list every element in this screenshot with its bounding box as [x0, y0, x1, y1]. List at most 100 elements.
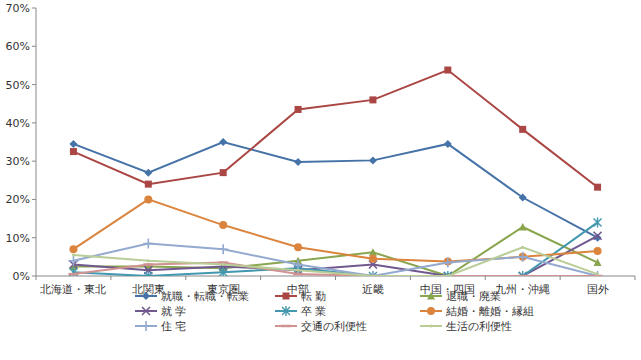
point [444, 67, 451, 74]
point [69, 245, 77, 253]
point [519, 272, 527, 276]
point [70, 148, 77, 155]
point [519, 194, 527, 202]
legend-label: 転 勤 [301, 290, 327, 303]
y-tick-label: 30% [6, 155, 30, 168]
point [371, 275, 374, 277]
point [369, 248, 377, 256]
point [518, 275, 528, 276]
legend-marker [427, 307, 435, 315]
series-line [73, 142, 597, 238]
point [145, 181, 152, 188]
x-tick-label: 国外 [587, 283, 609, 296]
x-tick-label: 北関東 [132, 283, 165, 296]
x-tick [185, 276, 186, 280]
legend-marker [142, 307, 150, 315]
y-tick-label: 60% [6, 40, 30, 53]
plot-area [68, 67, 602, 276]
point [369, 255, 377, 263]
point [220, 169, 227, 176]
point [594, 184, 601, 191]
point [594, 232, 602, 240]
point [294, 158, 302, 166]
y-tick [32, 161, 36, 162]
point [69, 140, 77, 148]
y-tick-label: 50% [6, 79, 30, 92]
y-tick-label: 70% [6, 2, 30, 15]
point [519, 253, 527, 261]
point [596, 273, 599, 276]
x-tick-label: 北海道・東北 [40, 283, 106, 296]
x-tick [485, 276, 486, 280]
y-tick-label: 40% [6, 117, 30, 130]
legend-label: 退職・廃業 [446, 290, 501, 303]
point [443, 258, 453, 268]
legend-label: 卒 業 [301, 305, 327, 318]
y-tick [32, 84, 36, 85]
point [295, 106, 302, 113]
point [293, 273, 303, 276]
point [446, 275, 449, 277]
point [594, 259, 602, 267]
point [219, 221, 227, 229]
x-tick [36, 276, 37, 280]
point [518, 252, 528, 262]
legend-marker [141, 321, 151, 331]
legend-line [420, 325, 442, 327]
series-line [73, 222, 597, 276]
y-tick [32, 199, 36, 200]
legend-label: 就 学 [161, 305, 187, 318]
x-tick [635, 276, 636, 280]
y-tick [32, 46, 36, 47]
legend-marker [283, 293, 290, 300]
series-line [73, 236, 597, 276]
y-tick [32, 122, 36, 123]
point [369, 156, 377, 164]
point [444, 140, 452, 148]
y-axis [36, 8, 37, 276]
legend-marker [281, 325, 291, 328]
x-tick-label: 近畿 [362, 283, 384, 296]
point [218, 244, 228, 254]
x-tick [560, 276, 561, 280]
point [144, 271, 152, 276]
point [144, 262, 152, 270]
point [594, 217, 602, 227]
point [143, 263, 153, 266]
point [144, 169, 152, 177]
legend-marker [430, 325, 433, 328]
point [147, 259, 150, 262]
legend-label: 住 宅 [161, 320, 187, 333]
point [219, 267, 227, 276]
legend-label: 結婚・離婚・縁組 [445, 305, 534, 318]
x-tick [110, 276, 111, 280]
point [69, 267, 77, 276]
point [143, 238, 153, 248]
y-tick [32, 8, 36, 9]
x-tick [410, 276, 411, 280]
y-tick [32, 237, 36, 238]
point [594, 247, 602, 255]
series-line [73, 70, 597, 187]
y-tick-label: 0% [13, 270, 30, 283]
point [144, 195, 152, 203]
x-tick [335, 276, 336, 280]
chart: 0%10%20%30%40%50%60%70%北海道・東北北関東東京圏中部近畿中… [0, 0, 641, 360]
point [369, 96, 376, 103]
legend-label: 就職・転職・転業 [161, 290, 249, 303]
legend-label: 生活の利便性 [446, 320, 512, 333]
point [72, 253, 75, 256]
y-tick-label: 10% [6, 232, 30, 245]
legend-line [275, 325, 297, 327]
y-tick [32, 276, 36, 277]
legend-marker [427, 292, 435, 300]
x-tick-label: 九州・沖縄 [495, 283, 550, 296]
series-line [73, 227, 597, 276]
point [521, 246, 524, 249]
point [519, 223, 527, 231]
legend-marker [282, 306, 290, 316]
x-tick [260, 276, 261, 280]
legend-marker [142, 292, 150, 300]
legend-label: 交通の利便性 [301, 320, 367, 333]
point [222, 263, 225, 266]
